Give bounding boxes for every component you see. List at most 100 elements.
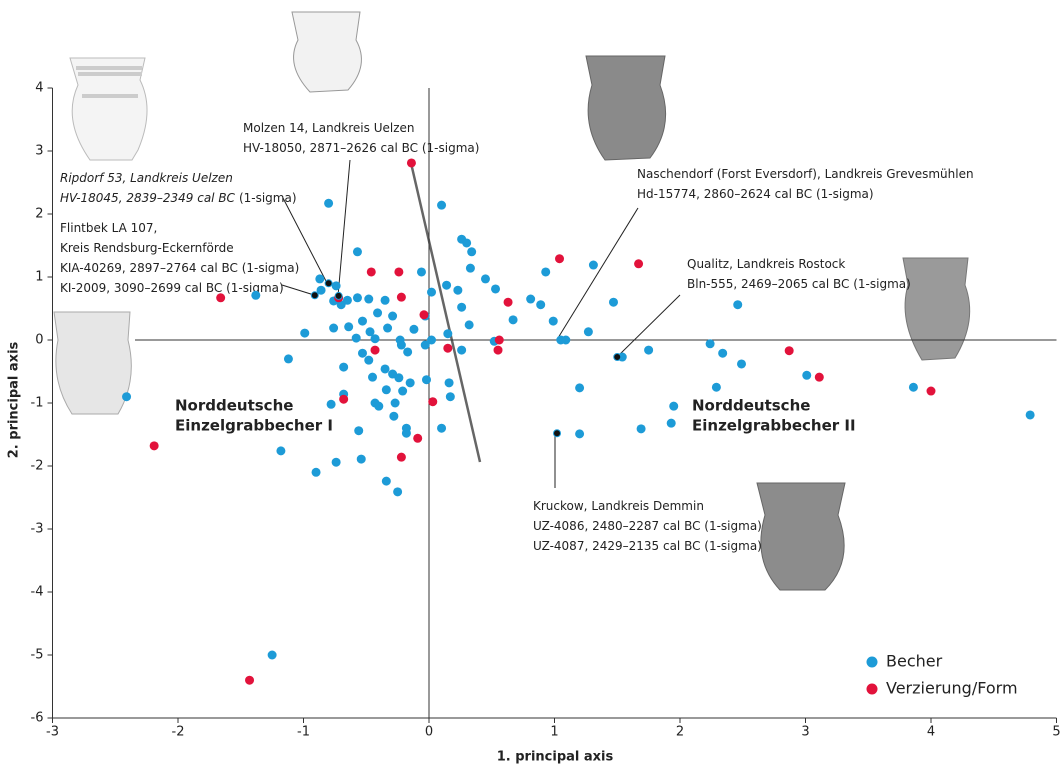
point [526, 295, 535, 304]
annotation-text: Bln-555, 2469–2065 cal BC (1-sigma) [687, 277, 911, 291]
point [465, 320, 474, 329]
point [251, 291, 260, 300]
point [909, 383, 918, 392]
point [634, 259, 643, 268]
annotation-text: Kreis Rendsburg-Eckernförde [60, 241, 234, 255]
y-tick-label: -3 [31, 522, 44, 537]
point [389, 412, 398, 421]
point [397, 293, 406, 302]
point [381, 296, 390, 305]
point [541, 267, 550, 276]
point [495, 336, 504, 345]
point [644, 346, 653, 355]
point [368, 373, 377, 382]
y-tick-label: -2 [31, 459, 44, 474]
point [536, 300, 545, 309]
point [584, 327, 593, 336]
point [712, 383, 721, 392]
vessel-image [54, 312, 131, 414]
point [733, 300, 742, 309]
legend-marker [867, 657, 878, 668]
annotation: UZ-4086, 2480–2287 cal BC (1-sigma) [533, 519, 762, 533]
point [367, 267, 376, 276]
point [421, 341, 430, 350]
chart: 1. principal axis 2. principal axis -3-2… [0, 0, 1064, 769]
legend-marker [867, 684, 878, 695]
point [927, 387, 936, 396]
point [391, 399, 400, 408]
annotation: Naschendorf (Forst Eversdorf), Landkreis… [637, 167, 974, 181]
point [457, 346, 466, 355]
point [393, 487, 402, 496]
point [332, 281, 341, 290]
point [549, 317, 558, 326]
x-tick-label: 5 [1052, 725, 1060, 740]
point [457, 303, 466, 312]
point [343, 296, 352, 305]
point [374, 402, 383, 411]
point [718, 349, 727, 358]
point [276, 446, 285, 455]
point [358, 349, 367, 358]
annotation-text: Flintbek LA 107, [60, 221, 157, 235]
annotation: Ripdorf 53, Landkreis Uelzen [60, 171, 233, 185]
annotation: UZ-4087, 2429–2135 cal BC (1-sigma) [533, 539, 762, 553]
y-tick-label: 2 [35, 207, 43, 222]
x-tick-label: 0 [425, 725, 433, 740]
point [398, 387, 407, 396]
point [397, 341, 406, 350]
point [467, 247, 476, 256]
point [315, 274, 324, 283]
annotation: Kruckow, Landkreis Demmin [533, 499, 704, 513]
annotation: HV-18045, 2839–2349 cal BC(1-sigma) [60, 191, 297, 205]
point [491, 284, 500, 293]
annotation: HV-18050, 2871–2626 cal BC (1-sigma) [243, 141, 479, 155]
annotation-text: UZ-4086, 2480–2287 cal BC (1-sigma) [533, 519, 762, 533]
point [122, 392, 131, 401]
annotation-text: Kruckow, Landkreis Demmin [533, 499, 704, 513]
x-tick-label: -3 [46, 725, 59, 740]
point [509, 315, 518, 324]
point [364, 295, 373, 304]
annotation: KIA-40269, 2897–2764 cal BC (1-sigma) [60, 261, 299, 275]
point [383, 324, 392, 333]
y-tick-label: 1 [35, 270, 43, 285]
point [815, 373, 824, 382]
point [339, 395, 348, 404]
point [417, 267, 426, 276]
point [353, 247, 362, 256]
highlighted-point [335, 292, 342, 299]
point [575, 383, 584, 392]
point [300, 329, 309, 338]
point [382, 477, 391, 486]
point [364, 356, 373, 365]
point [339, 363, 348, 372]
x-tick-label: 4 [927, 725, 935, 740]
annotation-text: Qualitz, Landkreis Rostock [687, 257, 845, 271]
point [332, 458, 341, 467]
point [354, 426, 363, 435]
point [437, 201, 446, 210]
annotation-text: KI-2009, 3090–2699 cal BC (1-sigma) [60, 281, 284, 295]
region-label: Norddeutsche [175, 397, 293, 415]
point [422, 375, 431, 384]
y-tick-label: -6 [31, 711, 44, 726]
leader-line [558, 208, 638, 338]
point [1026, 410, 1035, 419]
point [443, 329, 452, 338]
point [371, 346, 380, 355]
annotation-text: Hd-15774, 2860–2624 cal BC (1-sigma) [637, 187, 874, 201]
point [268, 651, 277, 660]
region-label: Einzelgrabbecher I [175, 417, 333, 435]
x-tick-label: 2 [676, 725, 684, 740]
y-tick-label: 4 [35, 81, 43, 96]
annotation: Qualitz, Landkreis Rostock [687, 257, 845, 271]
y-tick-label: -1 [31, 396, 44, 411]
leader-line [282, 285, 314, 295]
vessel-image [292, 12, 361, 92]
point [397, 453, 406, 462]
annotation-text: Molzen 14, Landkreis Uelzen [243, 121, 414, 135]
point [358, 317, 367, 326]
point [329, 324, 338, 333]
x-tick-label: -2 [172, 725, 185, 740]
